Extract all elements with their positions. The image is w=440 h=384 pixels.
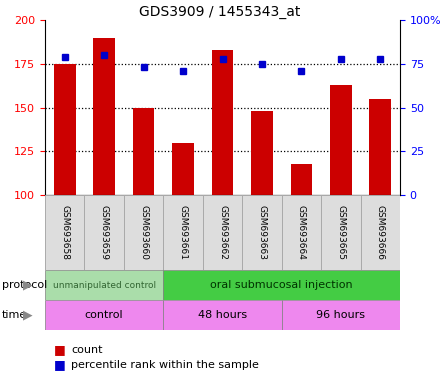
Text: oral submucosal injection: oral submucosal injection bbox=[210, 280, 353, 290]
Bar bbox=[163, 270, 400, 300]
Bar bbox=[84, 195, 124, 270]
Bar bbox=[93, 38, 115, 195]
Text: GSM693661: GSM693661 bbox=[179, 205, 187, 260]
Bar bbox=[45, 195, 84, 270]
Bar bbox=[290, 164, 312, 195]
Bar bbox=[163, 300, 282, 330]
Bar bbox=[330, 85, 352, 195]
Text: count: count bbox=[71, 345, 103, 355]
Bar bbox=[212, 50, 233, 195]
Bar bbox=[282, 195, 321, 270]
Text: GSM693664: GSM693664 bbox=[297, 205, 306, 260]
Text: GSM693659: GSM693659 bbox=[100, 205, 109, 260]
Text: percentile rank within the sample: percentile rank within the sample bbox=[71, 360, 259, 370]
Bar bbox=[203, 195, 242, 270]
Text: unmanipulated control: unmanipulated control bbox=[53, 280, 156, 290]
Text: ▶: ▶ bbox=[22, 278, 32, 291]
Text: time: time bbox=[2, 310, 27, 320]
Text: GSM693666: GSM693666 bbox=[376, 205, 385, 260]
Bar bbox=[45, 300, 163, 330]
Text: ▶: ▶ bbox=[22, 308, 32, 321]
Text: 96 hours: 96 hours bbox=[316, 310, 365, 320]
Text: GDS3909 / 1455343_at: GDS3909 / 1455343_at bbox=[139, 5, 301, 19]
Bar bbox=[242, 195, 282, 270]
Text: ■: ■ bbox=[54, 359, 66, 371]
Text: 48 hours: 48 hours bbox=[198, 310, 247, 320]
Text: GSM693658: GSM693658 bbox=[60, 205, 69, 260]
Bar bbox=[282, 300, 400, 330]
Bar bbox=[251, 111, 273, 195]
Bar bbox=[124, 195, 163, 270]
Text: GSM693663: GSM693663 bbox=[257, 205, 267, 260]
Text: GSM693660: GSM693660 bbox=[139, 205, 148, 260]
Text: GSM693665: GSM693665 bbox=[336, 205, 345, 260]
Text: protocol: protocol bbox=[2, 280, 48, 290]
Bar bbox=[172, 142, 194, 195]
Bar bbox=[54, 64, 76, 195]
Text: control: control bbox=[85, 310, 124, 320]
Bar bbox=[321, 195, 360, 270]
Bar bbox=[45, 270, 163, 300]
Bar bbox=[360, 195, 400, 270]
Bar bbox=[370, 99, 391, 195]
Text: GSM693662: GSM693662 bbox=[218, 205, 227, 260]
Bar bbox=[133, 108, 154, 195]
Text: ■: ■ bbox=[54, 344, 66, 356]
Bar bbox=[163, 195, 203, 270]
